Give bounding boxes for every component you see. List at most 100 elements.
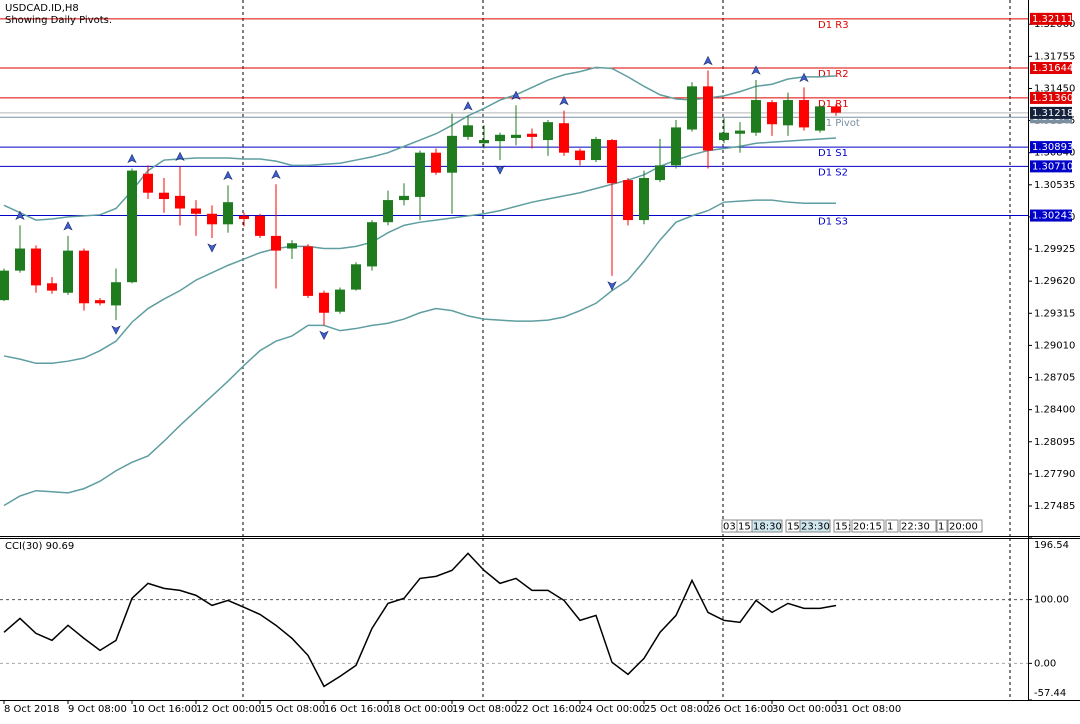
time-box-label: 15: bbox=[738, 522, 754, 533]
y-tick-label: 1.28705 bbox=[1034, 373, 1075, 384]
fractal-up bbox=[511, 90, 521, 100]
candle-body bbox=[591, 139, 601, 161]
candle-body bbox=[383, 200, 393, 223]
fractal-up bbox=[127, 153, 137, 164]
time-box-label: 23:30 bbox=[801, 522, 830, 533]
candle-body bbox=[719, 132, 729, 141]
candle-body bbox=[255, 215, 265, 236]
x-tick-label: 31 Oct 08:00 bbox=[836, 704, 901, 715]
chart-title: USDCAD.ID,H8 bbox=[5, 3, 79, 14]
x-tick-label: 18 Oct 00:00 bbox=[388, 704, 453, 715]
time-box bbox=[799, 519, 831, 533]
chart-subtitle: Showing Daily Pivots. bbox=[5, 15, 112, 26]
candle-body bbox=[143, 173, 153, 193]
time-box bbox=[947, 519, 983, 533]
pivot-price-box bbox=[1030, 91, 1072, 104]
candle-body bbox=[271, 235, 281, 251]
y-tick-label: 1.30535 bbox=[1034, 180, 1075, 191]
fractal-down bbox=[319, 330, 329, 341]
x-tick-label: 24 Oct 00:00 bbox=[580, 704, 645, 715]
pivot-price-label: 1.32111 bbox=[1032, 14, 1073, 25]
x-tick-label: 26 Oct 16:00 bbox=[708, 704, 773, 715]
candle-body bbox=[31, 248, 41, 286]
time-box-label: 18:30 bbox=[753, 522, 782, 533]
candle-body bbox=[127, 170, 137, 283]
candle-body bbox=[687, 86, 697, 130]
candle-body bbox=[0, 270, 9, 301]
y-tick-label: 1.29925 bbox=[1034, 244, 1075, 255]
frame bbox=[0, 0, 1080, 701]
y-tick-label: 196.54 bbox=[1034, 540, 1069, 551]
pivot-name: D1 Pivot bbox=[818, 118, 860, 129]
candle-body bbox=[111, 282, 121, 306]
fractal-up bbox=[799, 72, 809, 83]
candle-body bbox=[415, 152, 425, 197]
candle-body bbox=[815, 106, 825, 131]
x-tick-label: 22 Oct 16:00 bbox=[516, 704, 581, 715]
x-tick-label: 9 Oct 08:00 bbox=[68, 704, 127, 715]
period-separators bbox=[242, 0, 1011, 700]
candle-body bbox=[79, 250, 89, 304]
pivot-name: D1 R3 bbox=[818, 20, 849, 31]
time-box bbox=[751, 519, 783, 533]
candle-body bbox=[351, 264, 361, 290]
candle-body bbox=[15, 248, 25, 271]
fractal-down bbox=[207, 243, 217, 253]
candle-body bbox=[175, 195, 185, 209]
candle-body bbox=[47, 283, 57, 291]
y-tick-label: 1.29620 bbox=[1034, 276, 1075, 287]
candle-body bbox=[511, 134, 521, 138]
candle-body bbox=[831, 106, 841, 113]
candle-body bbox=[527, 133, 537, 137]
fractal-up bbox=[271, 169, 281, 179]
pivot-price-box bbox=[1030, 160, 1072, 173]
y-tick-label: 1.28400 bbox=[1034, 405, 1075, 416]
time-box-label: 20:15 bbox=[853, 522, 882, 533]
candle-body bbox=[751, 100, 761, 133]
fractal-up bbox=[703, 55, 713, 66]
fractal-down bbox=[607, 281, 617, 291]
time-box bbox=[899, 519, 937, 533]
indicator-title: CCI(30) 90.69 bbox=[5, 541, 74, 552]
pivot-price-box bbox=[1030, 141, 1072, 154]
candle-body bbox=[639, 177, 649, 221]
time-box-label: 1 bbox=[887, 522, 893, 533]
x-tick-label: 12 Oct 00:00 bbox=[196, 704, 261, 715]
time-box bbox=[851, 519, 885, 533]
candle-body bbox=[239, 215, 249, 220]
fractal-up bbox=[63, 221, 73, 231]
candle-body bbox=[735, 130, 745, 134]
x-tick-label: 8 Oct 2018 bbox=[4, 704, 59, 715]
candle-body bbox=[703, 86, 713, 151]
x-tick-label: 19 Oct 08:00 bbox=[452, 704, 517, 715]
x-tick-label: 16 Oct 16:00 bbox=[324, 704, 389, 715]
pivot-price-label: 1.31644 bbox=[1032, 63, 1073, 74]
time-box-label: 22:30 bbox=[901, 522, 930, 533]
fractal-down bbox=[495, 165, 505, 175]
candle-body bbox=[623, 180, 633, 221]
candle-body bbox=[223, 202, 233, 225]
y-tick-label: 1.28095 bbox=[1034, 437, 1075, 448]
candle-body bbox=[671, 127, 681, 166]
fractal-up bbox=[15, 210, 25, 221]
x-tick-label: 10 Oct 16:00 bbox=[132, 704, 197, 715]
candle-body bbox=[319, 292, 329, 313]
bollinger-band bbox=[3, 199, 836, 507]
bollinger-band bbox=[3, 66, 837, 221]
pivot-price-box bbox=[1030, 209, 1072, 222]
time-box-label: 1 bbox=[938, 522, 944, 533]
candle-body bbox=[543, 122, 553, 141]
y-tick-label: 100.00 bbox=[1034, 595, 1069, 606]
pivot-price-box bbox=[1030, 12, 1072, 25]
pivot-price-label: 1.31360 bbox=[1032, 93, 1073, 104]
last-price-label: 1.31218 bbox=[1032, 108, 1073, 119]
time-box-label: 15: bbox=[787, 522, 803, 533]
candle-body bbox=[607, 140, 617, 184]
candle-body bbox=[159, 192, 169, 200]
candle-body bbox=[799, 100, 809, 128]
y-tick-label: -57.44 bbox=[1034, 688, 1066, 699]
bollinger-band bbox=[3, 137, 837, 365]
fractal-up bbox=[559, 95, 569, 106]
fractal-up bbox=[463, 101, 473, 111]
